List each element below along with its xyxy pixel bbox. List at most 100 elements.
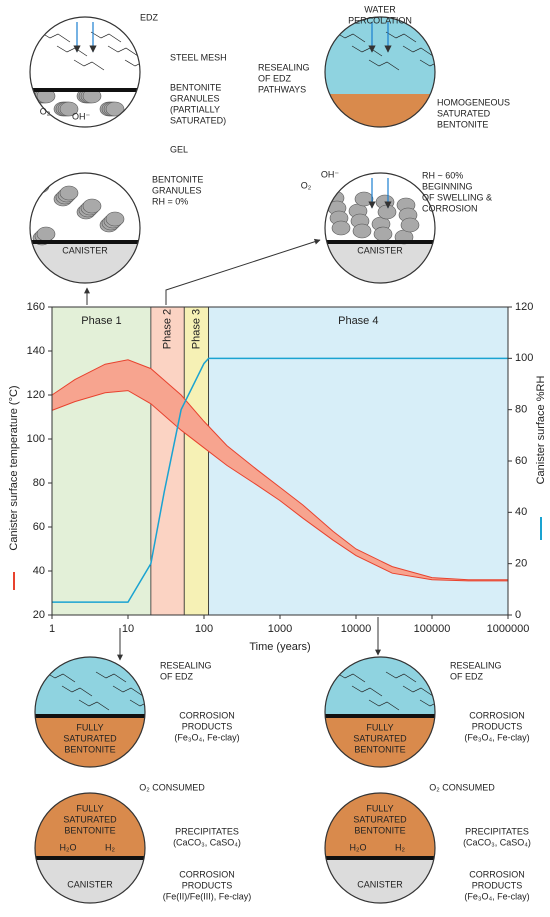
diagram-outline — [34, 656, 146, 768]
diagram-label: BENTONITE — [64, 744, 115, 754]
y-tick-label: 140 — [27, 345, 45, 357]
phase-label: Phase 4 — [338, 315, 378, 327]
chart: Phase 1 Phase 2 Phase 3 Phase 4204060801001… — [8, 301, 547, 653]
diagram-label: HOMOGENEOUS — [437, 97, 510, 107]
diagram-label: BENTONITE — [170, 82, 221, 92]
diagram-label: GRANULES — [170, 93, 220, 103]
diagram-label: OH⁻ — [321, 169, 340, 179]
diagram-label: EDZ — [140, 12, 159, 22]
diagram-label: SATURATED — [353, 733, 407, 743]
corrosion-layer — [35, 714, 145, 718]
granule — [331, 220, 351, 236]
diagram-label: O₂ CONSUMED — [139, 782, 205, 792]
diagram-outline — [29, 16, 141, 128]
diagram-label: (CaCO₃, CaSO₄) — [463, 837, 531, 847]
corrosion-layer — [35, 856, 145, 860]
layer — [35, 657, 145, 716]
crack — [402, 45, 434, 57]
diagram-label: RESEALING — [258, 62, 310, 72]
diagram-label: PERCOLATION — [348, 15, 412, 25]
crack — [351, 685, 383, 697]
crack — [368, 59, 400, 71]
granule — [59, 101, 79, 117]
y-tick-label: 40 — [33, 565, 45, 577]
y2-axis-label: Canister surface %RH — [535, 376, 547, 485]
temperature-band — [52, 359, 508, 581]
x-tick-label: 1000000 — [487, 623, 530, 635]
diagram-label: CORROSION — [469, 869, 525, 879]
diagram-label: CORROSION — [422, 203, 478, 213]
series-line — [51, 359, 508, 581]
y2-tick-label: 120 — [515, 301, 533, 313]
diagram-label: FULLY — [366, 722, 393, 732]
diagram-label: FULLY — [76, 803, 103, 813]
crack — [351, 45, 383, 57]
granule — [400, 217, 420, 233]
granule — [105, 101, 125, 117]
diagram-label: CORROSION — [179, 710, 235, 720]
diagram-body — [325, 173, 435, 283]
diagram-outline — [324, 792, 436, 904]
y2-tick-label: 20 — [515, 558, 527, 570]
diagram-label: (Fe₃O₄, Fe-clay) — [464, 732, 529, 742]
diagram-label: PRODUCTS — [182, 880, 233, 890]
diagram-label: O₂ — [301, 180, 312, 190]
phase-region — [51, 306, 152, 616]
diagram-label: PRECIPITATES — [465, 826, 529, 836]
diagram-label: GRANULES — [152, 185, 202, 195]
crack — [78, 699, 110, 711]
diagram-body — [30, 17, 140, 127]
diagram-label: H₂O — [60, 842, 77, 852]
diagram-label: CANISTER — [357, 245, 403, 255]
crack — [385, 31, 417, 43]
diagram-label: RH ~ 60% — [422, 170, 463, 180]
diagram-label: PRODUCTS — [472, 721, 523, 731]
diagram-label: SATURATED — [353, 814, 407, 824]
crack — [402, 685, 434, 697]
diagram-label: SATURATED — [63, 814, 117, 824]
granule — [373, 226, 393, 242]
crack — [56, 45, 88, 57]
diagram-label: PRECIPITATES — [175, 826, 239, 836]
diagram-label: O₂ CONSUMED — [429, 782, 495, 792]
phase-label: Phase 3 — [190, 309, 202, 349]
diagram-body — [30, 173, 140, 283]
diagram-label: STEEL MESH — [170, 52, 227, 62]
diagram-label: CANISTER — [62, 245, 108, 255]
y-tick-label: 120 — [27, 389, 45, 401]
diagram-label: (PARTIALLY — [170, 104, 220, 114]
crack — [385, 671, 417, 683]
diagram-label: RH = 0% — [152, 196, 188, 206]
x-tick-label: 100000 — [414, 623, 451, 635]
granule — [352, 223, 372, 239]
diagram-label: (Fe₃O₄, Fe-clay) — [174, 732, 239, 742]
diagram-label: PRODUCTS — [182, 721, 233, 731]
phase-region — [208, 306, 509, 616]
y2-tick-label: 60 — [515, 455, 527, 467]
corrosion-layer — [325, 714, 435, 718]
x-tick-label: 100 — [195, 623, 213, 635]
y2-tick-label: 0 — [515, 609, 521, 621]
corrosion-layer — [325, 856, 435, 860]
x-axis-label: Time (years) — [249, 641, 310, 653]
diagram-outline — [34, 792, 146, 904]
x-tick-label: 10 — [122, 623, 134, 635]
series-line — [52, 357, 508, 603]
y2-tick-label: 40 — [515, 506, 527, 518]
granule — [82, 198, 102, 214]
diagram-label: (CaCO₃, CaSO₄) — [173, 837, 241, 847]
y-tick-label: 60 — [33, 521, 45, 533]
diagram-label: GEL — [170, 144, 188, 154]
diagram-label: OF EDZ — [258, 73, 292, 83]
crack — [112, 685, 144, 697]
diagram-outline — [324, 172, 436, 284]
diagram-label: O₂ — [40, 106, 51, 116]
phase-label: Phase 1 — [81, 315, 121, 327]
x-tick-label: 1 — [49, 623, 55, 635]
granule — [105, 211, 125, 227]
crack — [95, 671, 127, 683]
